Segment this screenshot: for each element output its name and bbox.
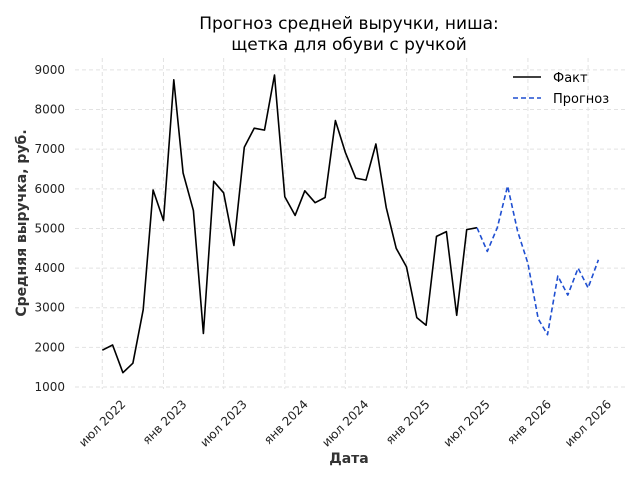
x-axis-label: Дата: [329, 451, 368, 467]
x-tick-labels: июл 2022 янв 2023 июл 2023 янв 2024 июл 2024…: [76, 397, 614, 449]
y-axis-label: Средняя выручка, руб.: [14, 129, 30, 316]
series-lines: [101, 74, 600, 374]
y-tick-label: 8000: [34, 103, 65, 117]
chart-title-line-2: щетка для обуви с ручкой: [231, 35, 467, 55]
y-tick-label: 4000: [34, 261, 65, 275]
x-tick-label: янв 2024: [261, 397, 311, 447]
x-tick-label: янв 2023: [140, 397, 190, 447]
x-tick-label: июл 2026: [562, 397, 614, 449]
x-tick-label: янв 2026: [504, 397, 554, 447]
y-tick-label: 2000: [34, 340, 65, 354]
y-tick-label: 7000: [34, 142, 65, 156]
grid: [75, 58, 625, 389]
y-tick-labels: 1000 2000 3000 4000 5000 6000 7000 8000 9000: [34, 63, 65, 394]
x-tick-label: июл 2024: [319, 397, 371, 449]
series-line-forecast: [476, 185, 600, 336]
x-tick-label: июл 2023: [197, 397, 249, 449]
series-line-fact: [101, 74, 478, 374]
y-tick-label: 1000: [34, 380, 65, 394]
chart-title-line-1: Прогноз средней выручки, ниша:: [199, 14, 499, 34]
y-tick-label: 5000: [34, 221, 65, 235]
x-tick-label: июл 2022: [76, 397, 128, 449]
x-tick-label: июл 2025: [441, 397, 493, 449]
y-tick-label: 3000: [34, 301, 65, 315]
legend-label: Прогноз: [553, 92, 609, 107]
y-tick-label: 6000: [34, 182, 65, 196]
y-tick-label: 9000: [34, 63, 65, 77]
x-tick-label: янв 2025: [383, 397, 433, 447]
legend-label: Факт: [553, 71, 588, 86]
legend: Факт Прогноз: [513, 71, 609, 107]
